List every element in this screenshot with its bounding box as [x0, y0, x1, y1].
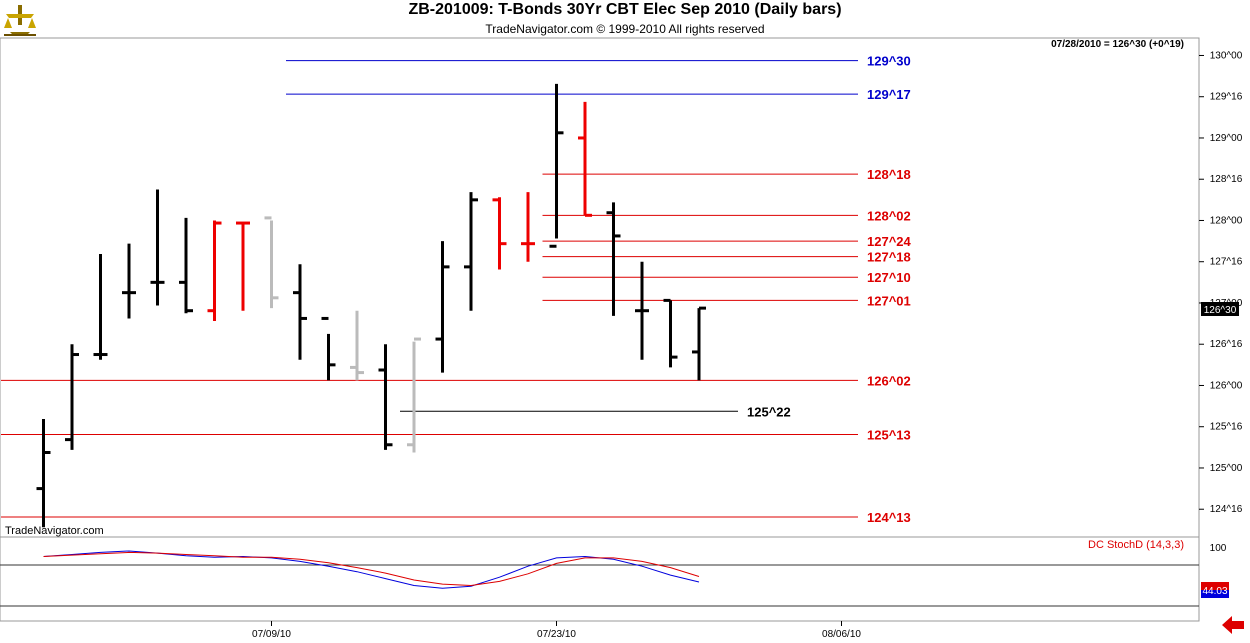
- chart-header: ZB-201009: T-Bonds 30Yr CBT Elec Sep 201…: [0, 0, 1250, 38]
- price-axis-tick-label: 126^16: [1210, 339, 1243, 350]
- price-axis-tick-label: 127^16: [1210, 257, 1243, 268]
- level-label: 128^02: [867, 208, 911, 223]
- level-label: 127^01: [867, 293, 911, 308]
- price-bar: [122, 243, 136, 319]
- indicator-series-line: [43, 550, 700, 589]
- level-label: 127^18: [867, 250, 911, 265]
- indicator-label: DC StochD (14,3,3): [1088, 539, 1184, 551]
- chart-title: ZB-201009: T-Bonds 30Yr CBT Elec Sep 201…: [408, 1, 842, 18]
- price-bar: [207, 220, 222, 322]
- last-price-label: 126^30: [1204, 305, 1237, 316]
- price-panel-border: [0, 37, 1200, 538]
- price-axis-tick-label: 129^00: [1210, 133, 1243, 144]
- level-label: 127^10: [867, 270, 911, 285]
- price-bar: [293, 264, 307, 360]
- date-axis-tick-label: 07/23/10: [537, 629, 576, 640]
- chart-watermark: TradeNavigator.com: [5, 525, 104, 537]
- price-bar: [521, 192, 535, 262]
- date-axis-tick-label: 07/09/10: [252, 629, 291, 640]
- price-axis-tick-label: 129^16: [1210, 92, 1243, 103]
- price-bar: [407, 337, 421, 453]
- price-bar: [464, 192, 478, 311]
- price-bar: [236, 221, 250, 311]
- price-bar: [179, 217, 193, 314]
- price-bar: [635, 261, 649, 360]
- chart-subtitle: TradeNavigator.com © 1999-2010 All right…: [485, 22, 765, 36]
- price-axis-tick-label: 130^00: [1210, 50, 1243, 61]
- level-label: 125^13: [867, 427, 911, 442]
- price-axis-tick-label: 128^16: [1210, 174, 1243, 185]
- level-label: 125^22: [747, 404, 791, 419]
- price-axis-tick-label: 125^00: [1210, 463, 1243, 474]
- date-axis-tick-label: 08/06/10: [822, 629, 861, 640]
- price-bar: [93, 253, 108, 360]
- price-bar: [692, 306, 706, 381]
- indicator-last-tag-red: [1201, 582, 1229, 590]
- price-bar: [65, 344, 79, 450]
- indicator-tick-label: 100: [1210, 543, 1227, 554]
- level-label: 128^18: [867, 167, 911, 182]
- indicator-series-line: [43, 551, 700, 587]
- level-label: 129^17: [867, 87, 911, 102]
- price-bar: [350, 310, 364, 381]
- last-price-tag: [1201, 302, 1239, 316]
- price-bar: [578, 101, 592, 217]
- price-bar: [150, 189, 165, 306]
- level-label: 127^24: [867, 234, 912, 249]
- indicator-last-value: 44.03: [1202, 586, 1227, 597]
- price-bar: [378, 344, 393, 450]
- price-bar: [264, 216, 279, 309]
- price-bar: [492, 197, 507, 270]
- indicator-last-tag-blue: [1201, 590, 1229, 598]
- price-bar: [321, 316, 336, 381]
- price-bar: [549, 83, 564, 248]
- price-bar: [606, 202, 621, 316]
- price-bar: [36, 418, 51, 528]
- price-bar: [435, 241, 450, 373]
- trade-navigator-logo-icon: [4, 5, 36, 36]
- level-label: 124^13: [867, 510, 911, 525]
- level-label: 129^30: [867, 54, 911, 69]
- scroll-left-arrow-icon[interactable]: [1222, 616, 1244, 634]
- price-axis-tick-label: 126^00: [1210, 380, 1243, 391]
- last-price-info: 07/28/2010 = 126^30 (+0^19): [1051, 39, 1184, 50]
- price-axis-tick-label: 128^00: [1210, 215, 1243, 226]
- indicator-panel-border: [0, 536, 1200, 622]
- price-axis-tick-label: 125^16: [1210, 422, 1243, 433]
- price-bar: [663, 298, 678, 368]
- price-axis-tick-label: 124^16: [1210, 504, 1243, 515]
- level-label: 126^02: [867, 373, 911, 388]
